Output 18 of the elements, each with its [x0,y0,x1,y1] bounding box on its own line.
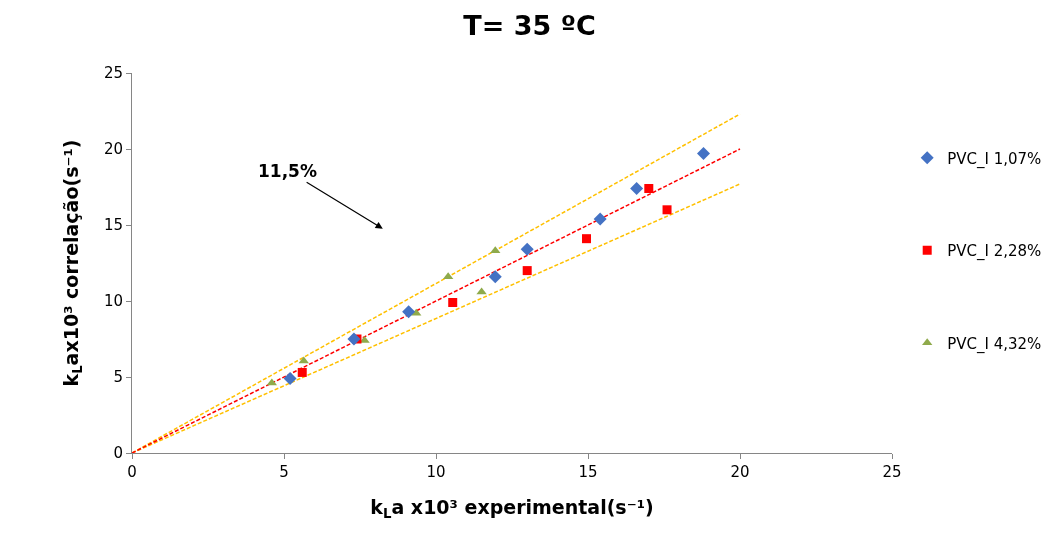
y-tick-label: 20 [103,140,123,159]
y-tick-label: 10 [103,292,123,311]
y-tick-label: 25 [103,64,123,83]
x-tick-label: 15 [578,463,598,481]
chart-title: T= 35 ºC [463,10,596,42]
y-tick-label: 5 [113,368,123,387]
x-tick-label: 20 [730,463,750,481]
x-tick-label: 10 [426,463,446,481]
legend-label: PVC_I 1,07% [947,149,1042,169]
legend-label: PVC_I 4,32% [947,334,1042,354]
legend-label: PVC_I 2,28% [947,242,1042,261]
x-axis-title: k$_{L}$a x10³ experimental(s⁻¹) [370,495,654,521]
annotation: 11,5% [258,161,317,181]
x-tick-label: 0 [127,463,137,481]
y-tick-label: 0 [113,444,123,463]
x-tick-label: 5 [279,463,289,481]
x-tick-label: 25 [882,463,902,481]
y-tick-label: 15 [103,216,123,235]
